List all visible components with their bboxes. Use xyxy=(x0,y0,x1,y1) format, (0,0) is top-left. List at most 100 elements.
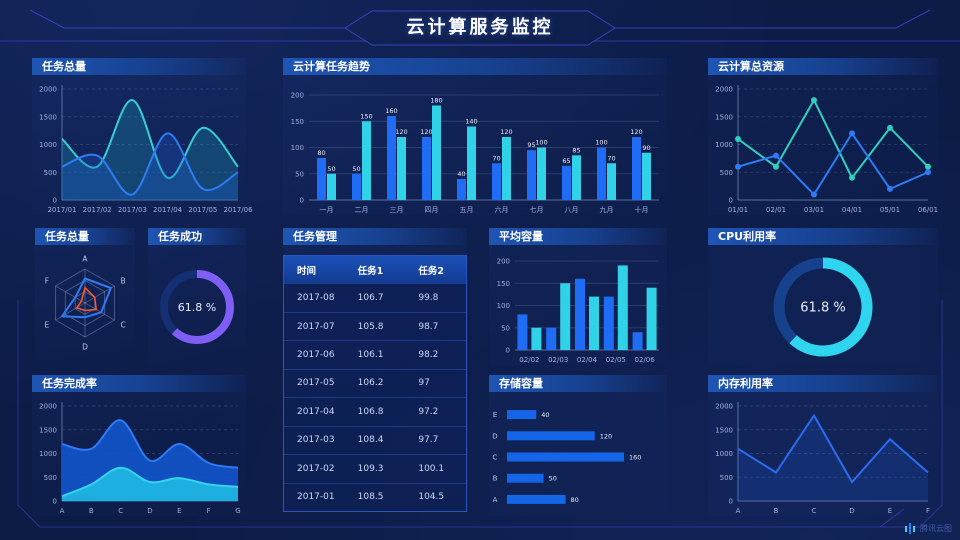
table-cell: 98.7 xyxy=(418,321,439,332)
table-cell: 2017-02 xyxy=(297,463,335,474)
table-cell: 2017-03 xyxy=(297,435,335,446)
svg-text:85: 85 xyxy=(572,146,580,154)
svg-text:2017/02: 2017/02 xyxy=(83,206,112,214)
svg-text:02/06: 02/06 xyxy=(635,356,656,364)
panel-title: 任务管理 xyxy=(283,228,467,245)
svg-text:2017/06: 2017/06 xyxy=(223,206,253,214)
svg-text:120: 120 xyxy=(630,128,642,136)
svg-text:150: 150 xyxy=(497,280,510,288)
svg-text:1000: 1000 xyxy=(39,450,57,458)
panel-title: 平均容量 xyxy=(489,228,667,245)
panel-task-management: 任务管理 时间 任务1 任务2 2017-08 106.7 99.8 2017-07 105.… xyxy=(283,228,467,512)
svg-text:02/01: 02/01 xyxy=(766,206,786,214)
svg-text:E: E xyxy=(493,411,497,419)
table-row: 2017-06 106.1 98.2 xyxy=(284,340,466,368)
svg-text:G: G xyxy=(235,507,240,515)
svg-text:02/03: 02/03 xyxy=(548,356,568,364)
svg-text:50: 50 xyxy=(549,475,557,483)
svg-text:120: 120 xyxy=(395,128,407,136)
panel-title: 云计算总资源 xyxy=(708,58,938,75)
svg-text:03/01: 03/01 xyxy=(804,206,824,214)
svg-text:50: 50 xyxy=(327,165,335,173)
svg-text:1000: 1000 xyxy=(715,450,733,458)
table-cell: 105.8 xyxy=(357,321,384,332)
svg-text:A: A xyxy=(736,507,741,515)
svg-text:150: 150 xyxy=(360,112,372,120)
svg-text:F: F xyxy=(45,277,49,286)
svg-text:05/01: 05/01 xyxy=(880,206,900,214)
svg-text:80: 80 xyxy=(571,496,579,504)
table-cell: 99.8 xyxy=(418,293,439,304)
svg-text:三月: 三月 xyxy=(390,206,404,214)
svg-text:D: D xyxy=(147,507,152,515)
table-cell: 2017-06 xyxy=(297,350,335,361)
table-cell: 108.4 xyxy=(357,435,384,446)
svg-text:150: 150 xyxy=(291,118,304,126)
panel-title: 任务成功 xyxy=(148,228,246,245)
svg-text:E: E xyxy=(45,321,50,330)
svg-text:95: 95 xyxy=(527,141,535,149)
svg-text:F: F xyxy=(207,507,211,515)
svg-text:01/01: 01/01 xyxy=(728,206,748,214)
svg-text:180: 180 xyxy=(430,97,442,105)
svg-text:61.8 %: 61.8 % xyxy=(178,301,216,314)
task-completion-area-chart: 0 500 1000 1500 2000 A B C D E F G xyxy=(32,396,246,516)
svg-text:2000: 2000 xyxy=(39,86,57,94)
table-cell: 97.7 xyxy=(418,435,439,446)
svg-text:200: 200 xyxy=(291,92,304,100)
svg-text:160: 160 xyxy=(629,454,641,462)
svg-text:D: D xyxy=(492,432,497,440)
table-cell: 106.2 xyxy=(357,378,384,389)
svg-text:50: 50 xyxy=(501,324,510,332)
svg-text:F: F xyxy=(926,507,930,515)
svg-text:B: B xyxy=(493,475,498,483)
svg-text:120: 120 xyxy=(420,128,432,136)
svg-text:六月: 六月 xyxy=(495,205,509,214)
memory-utilization-line-chart: 0 500 1000 1500 2000 A B C D E F xyxy=(708,396,938,516)
svg-text:二月: 二月 xyxy=(355,206,369,214)
svg-text:100: 100 xyxy=(291,144,304,152)
svg-text:90: 90 xyxy=(642,144,650,152)
svg-text:02/04: 02/04 xyxy=(577,356,598,364)
panel-title: 任务总量 xyxy=(35,228,135,245)
table-header-row: 时间 任务1 任务2 xyxy=(284,256,466,284)
svg-text:70: 70 xyxy=(607,154,615,162)
svg-text:140: 140 xyxy=(465,118,477,126)
svg-text:40: 40 xyxy=(457,170,465,178)
table-cell: 2017-01 xyxy=(297,492,335,503)
svg-text:500: 500 xyxy=(720,169,733,177)
tencent-cloud-logo-icon xyxy=(905,523,916,534)
svg-text:四月: 四月 xyxy=(425,206,439,214)
svg-text:100: 100 xyxy=(595,139,607,147)
svg-text:1000: 1000 xyxy=(39,141,57,149)
svg-text:80: 80 xyxy=(317,149,325,157)
table-cell: 104.5 xyxy=(418,492,445,503)
table-cell: 106.1 xyxy=(357,350,384,361)
svg-text:C: C xyxy=(120,321,125,330)
watermark: 腾讯云图 xyxy=(905,523,952,534)
svg-text:八月: 八月 xyxy=(565,206,579,214)
panel-task-completion-rate: 任务完成率 0 500 1000 1500 2000 A B C D E F G xyxy=(32,375,246,516)
svg-text:七月: 七月 xyxy=(530,205,544,214)
panel-title: CPU利用率 xyxy=(708,228,938,245)
svg-text:1500: 1500 xyxy=(715,426,733,434)
table-cell: 2017-05 xyxy=(297,378,335,389)
svg-text:61.8 %: 61.8 % xyxy=(800,301,845,316)
svg-text:2000: 2000 xyxy=(39,403,57,411)
table-row: 2017-02 109.3 100.1 xyxy=(284,454,466,482)
table-header-cell: 任务1 xyxy=(357,265,384,277)
table-row: 2017-08 106.7 99.8 xyxy=(284,283,466,311)
panel-title: 存储容量 xyxy=(489,375,667,392)
task-total-area-chart: 0 500 1000 1500 2000 2017/01 2017/02 2017/03 201… xyxy=(32,79,253,215)
svg-text:200: 200 xyxy=(497,258,510,266)
storage-capacity-hbar-chart: E 40 D 120 C 160 B 50 A 80 xyxy=(489,396,667,516)
table-row: 2017-07 105.8 98.7 xyxy=(284,311,466,340)
svg-text:E: E xyxy=(177,507,181,515)
average-capacity-bar-chart: 0 50 100 150 200 02/02 02/03 02/04 02/05 02/06 xyxy=(489,249,667,365)
svg-text:160: 160 xyxy=(385,107,397,115)
panel-average-capacity: 平均容量 0 50 100 150 200 02/02 02/03 02/04 02/05 02/… xyxy=(489,228,667,365)
panel-cloud-task-trend: 云计算任务趋势 0 50 100 150 200 一月 80 50 二月 50 150 三月 160 12… xyxy=(283,58,667,215)
table-row: 2017-05 106.2 97 xyxy=(284,368,466,397)
svg-text:0: 0 xyxy=(729,197,733,205)
